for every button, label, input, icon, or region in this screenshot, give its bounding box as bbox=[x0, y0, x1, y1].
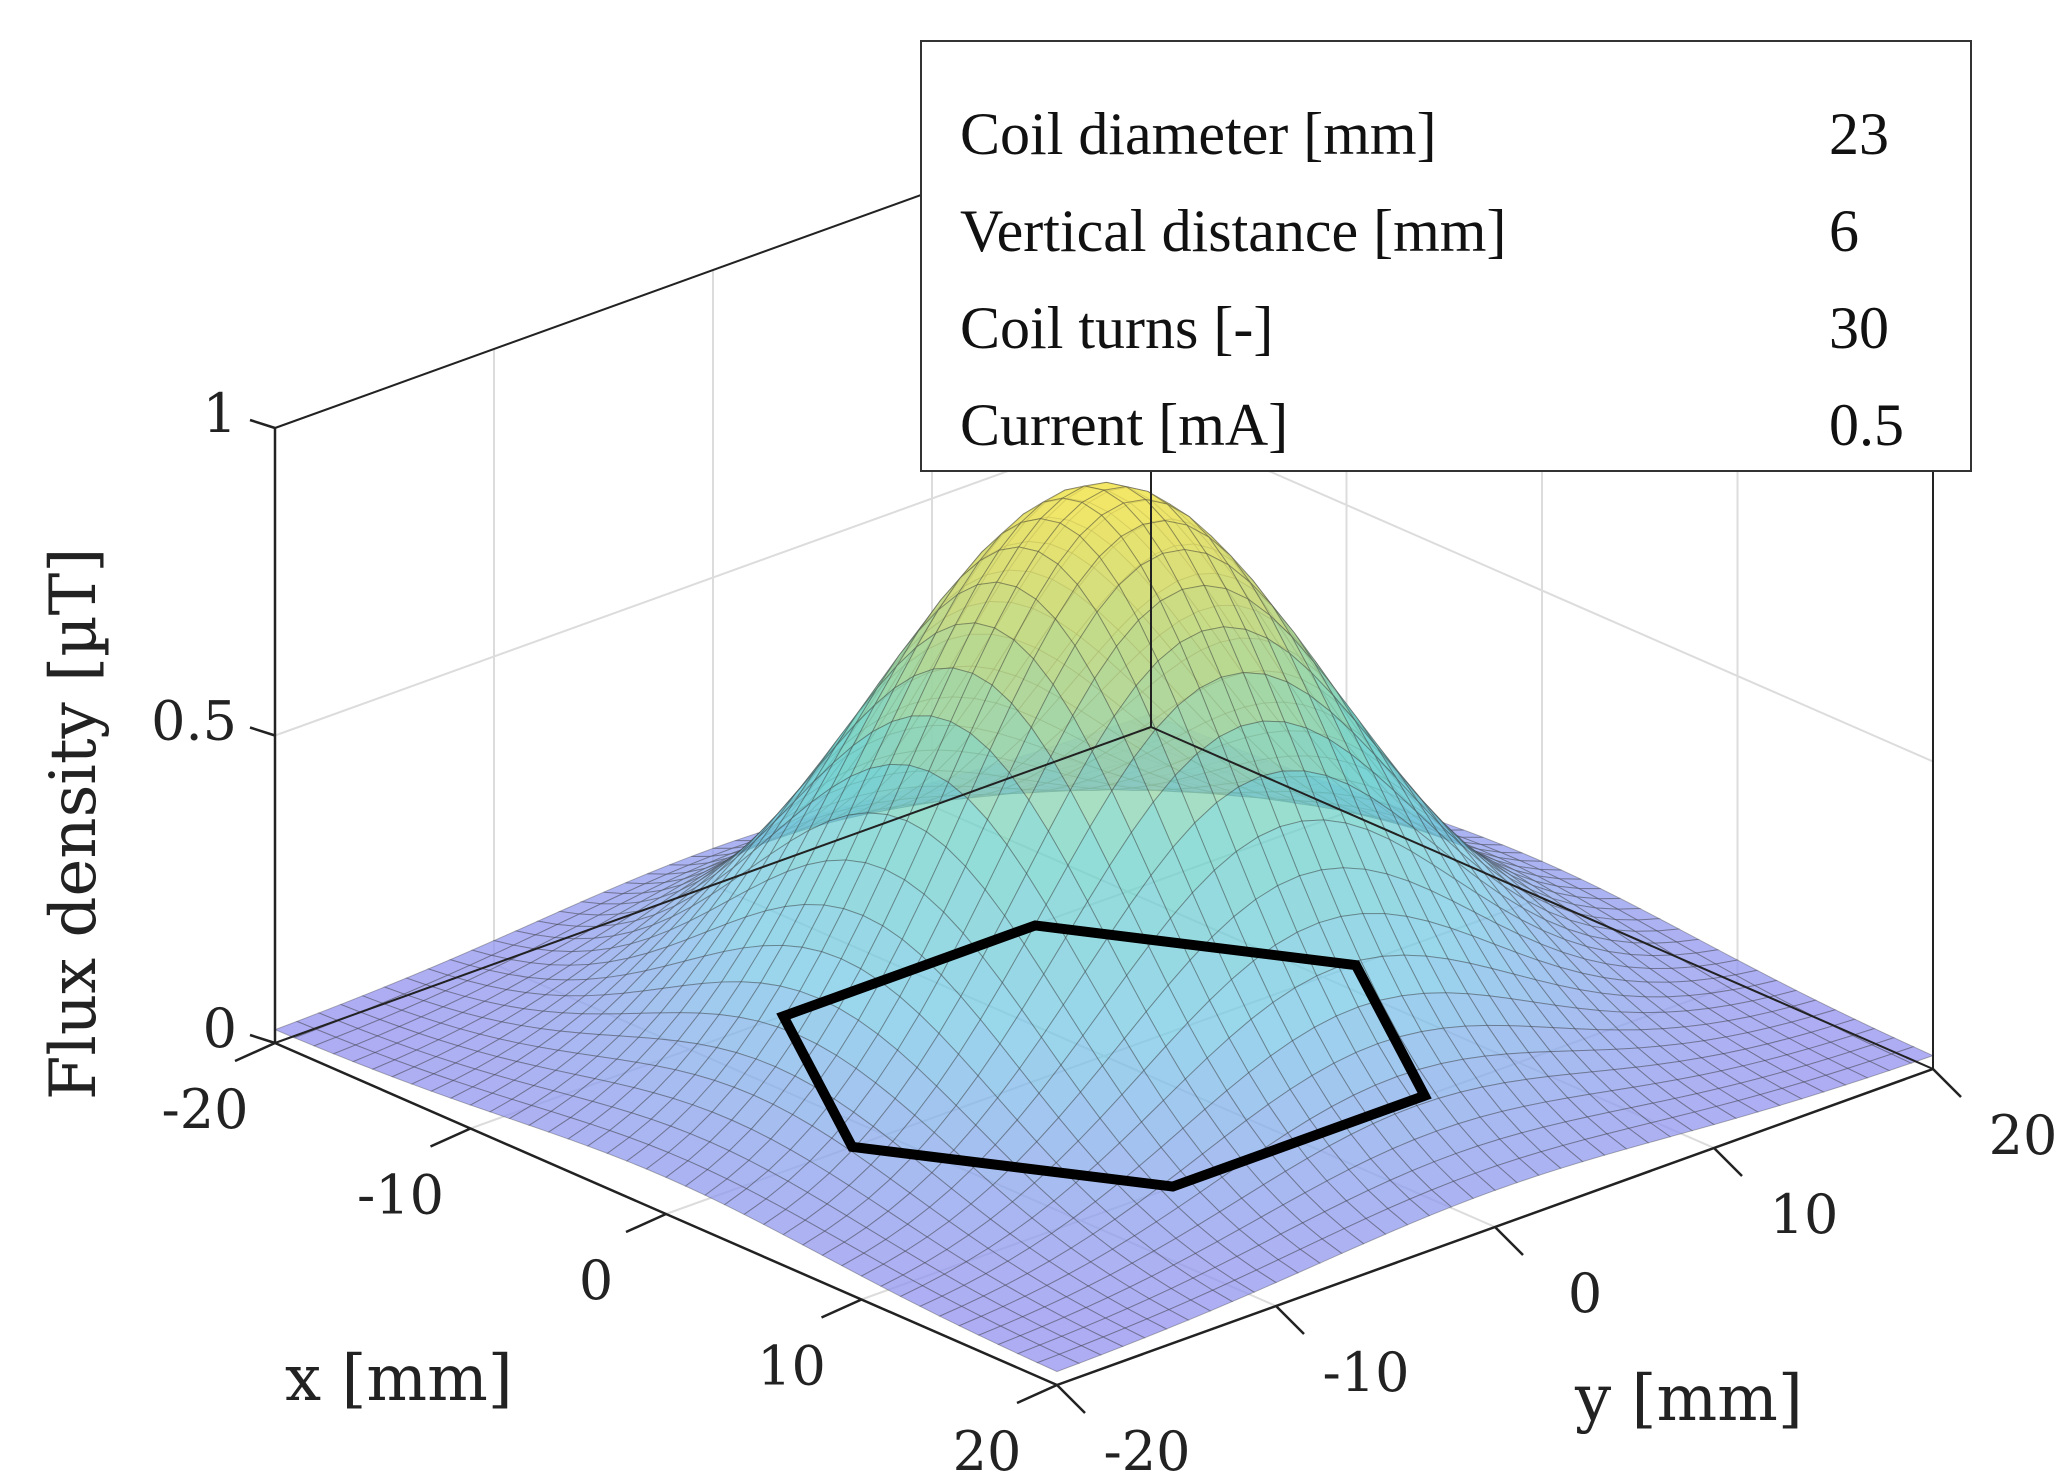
y-tick-label: -20 bbox=[1104, 1420, 1191, 1483]
z-tick-label: 0.5 bbox=[151, 690, 237, 753]
surface-patch bbox=[1868, 1053, 1913, 1072]
surface-patch bbox=[1802, 1074, 1847, 1093]
x-tick-label: -10 bbox=[357, 1164, 444, 1227]
z-tick-label: 1 bbox=[203, 382, 237, 445]
surface-patch bbox=[1101, 1327, 1146, 1348]
surface-patch bbox=[1824, 1067, 1869, 1086]
y-tick-mark bbox=[1713, 1147, 1743, 1177]
surface-patch bbox=[1496, 1157, 1540, 1184]
tick-labels: -20 -10 0 10 20 -20 -10 0 10 20 0 0.5 1 bbox=[151, 382, 2057, 1483]
box-line bbox=[1150, 726, 1934, 1070]
surface-patch bbox=[1211, 1279, 1256, 1303]
surface-patch bbox=[1036, 1353, 1081, 1373]
surface-patch bbox=[1452, 1172, 1496, 1200]
y-axis-label: y [mm] bbox=[1574, 1362, 1803, 1436]
surface-patch bbox=[1671, 1111, 1716, 1132]
grid-line bbox=[1150, 418, 1934, 763]
coil-outline bbox=[776, 920, 1432, 1192]
x-tick-mark bbox=[820, 1298, 863, 1319]
x-tick-label: -20 bbox=[162, 1078, 249, 1141]
surface-patch bbox=[1518, 1151, 1562, 1176]
y-tick-label: -10 bbox=[1323, 1341, 1410, 1404]
z-axis-label: Flux density [µT] bbox=[37, 548, 111, 1100]
legend-label: Vertical distance [mm] bbox=[960, 198, 1507, 264]
x-tick-label: 10 bbox=[757, 1335, 826, 1398]
surface-patch bbox=[1736, 1094, 1781, 1113]
surface-patch bbox=[1780, 1081, 1825, 1100]
surface-patch bbox=[1145, 1309, 1190, 1330]
surface-patch bbox=[1583, 1133, 1628, 1156]
flux-surface bbox=[273, 481, 1935, 1373]
z-tick-label: 0 bbox=[203, 997, 237, 1060]
x-tick-label: 20 bbox=[953, 1420, 1022, 1483]
z-tick-mark bbox=[249, 418, 276, 430]
x-tick-label: 0 bbox=[579, 1249, 613, 1312]
surface-patch bbox=[1540, 1144, 1584, 1169]
surface-patch bbox=[1058, 1345, 1103, 1364]
legend-value: 30 bbox=[1829, 295, 1889, 361]
surface-patch bbox=[1430, 1180, 1475, 1208]
legend-label: Coil turns [-] bbox=[960, 295, 1274, 361]
x-tick-mark bbox=[429, 1127, 472, 1148]
surface-patch bbox=[1758, 1087, 1803, 1107]
surface-patch bbox=[1321, 1228, 1365, 1254]
y-tick-mark bbox=[1275, 1305, 1305, 1335]
legend-value: 23 bbox=[1829, 101, 1889, 167]
y-tick-label: 0 bbox=[1568, 1262, 1602, 1325]
x-axis-label: x [mm] bbox=[285, 1342, 513, 1416]
parameter-legend: Coil diameter [mm] 23 Vertical distance … bbox=[920, 40, 1972, 472]
legend-label: Current [mA] bbox=[960, 392, 1289, 458]
y-tick-label: 10 bbox=[1770, 1183, 1839, 1246]
surface-patch bbox=[1365, 1208, 1409, 1235]
surface-patch bbox=[1846, 1060, 1891, 1079]
box-line bbox=[274, 726, 1152, 1044]
y-tick-mark bbox=[1494, 1226, 1524, 1256]
y-tick-mark bbox=[1932, 1068, 1962, 1098]
y-tick-mark bbox=[1056, 1384, 1086, 1414]
z-tick-mark bbox=[249, 1033, 276, 1045]
legend-value: 0.5 bbox=[1829, 392, 1904, 458]
legend-label: Coil diameter [mm] bbox=[960, 101, 1437, 167]
legend-value: 6 bbox=[1829, 198, 1859, 264]
surface-patch bbox=[1561, 1138, 1606, 1163]
x-tick-mark bbox=[625, 1212, 667, 1234]
grid-line bbox=[274, 418, 1152, 737]
surface-patch bbox=[1343, 1217, 1387, 1245]
x-tick-mark bbox=[234, 1041, 276, 1063]
z-tick-mark bbox=[249, 726, 276, 737]
x-tick-mark bbox=[1016, 1383, 1058, 1405]
coil-hexagon bbox=[776, 920, 1432, 1192]
y-tick-label: 20 bbox=[1989, 1104, 2058, 1167]
